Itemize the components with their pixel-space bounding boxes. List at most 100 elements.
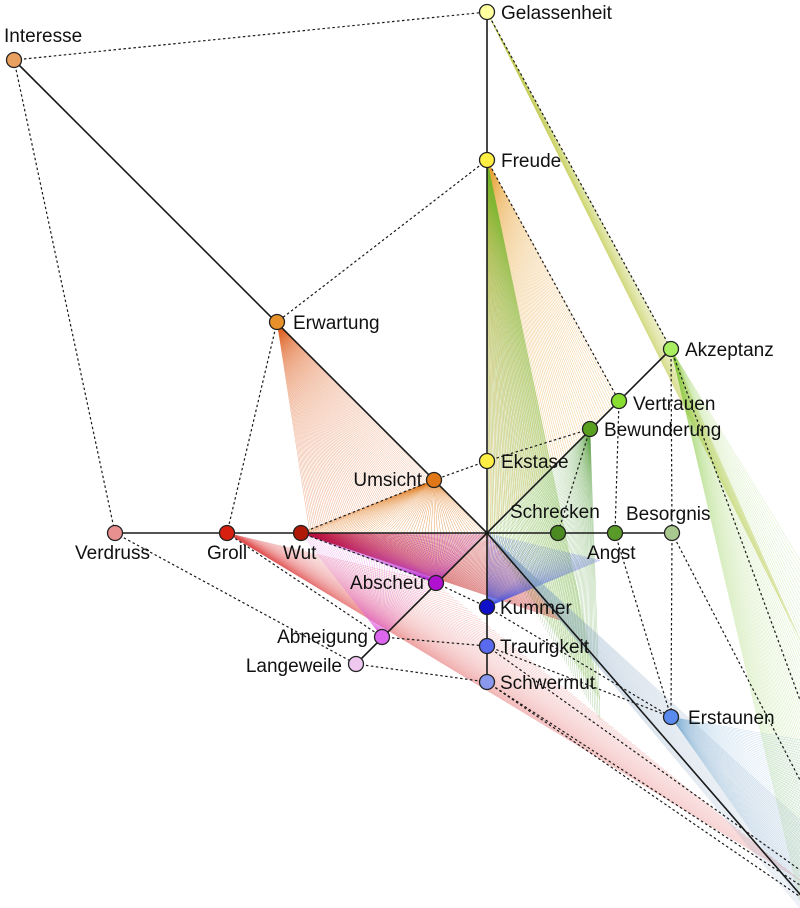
fan-line-freude: [486, 159, 505, 517]
fan-line-freude: [486, 159, 512, 569]
fan-line-freude: [486, 159, 591, 430]
fan-line-erstaunen: [670, 716, 800, 885]
fan-line-abneigung: [376, 560, 383, 638]
fan-line-gelassenheit: [486, 11, 738, 500]
fan-line-center: [486, 532, 800, 822]
fan-line-gelassenheit: [486, 11, 715, 447]
fan-line-erwartung: [276, 321, 323, 528]
fan-line-erstaunen: [670, 716, 800, 887]
fan-line-freude: [486, 159, 537, 485]
fan-line-gelassenheit: [486, 11, 717, 451]
fan-line-erwartung: [276, 321, 341, 521]
fan-line-umsicht: [396, 479, 435, 534]
fan-line-akzeptanz: [670, 348, 800, 770]
fan-line-bewunderung: [589, 428, 591, 705]
fan-line-kummer: [486, 541, 525, 608]
fan-line-gelassenheit: [486, 11, 777, 587]
fan-line-abneigung: [300, 532, 383, 638]
fan-line-freude: [486, 159, 575, 662]
fan-line-akzeptanz: [670, 348, 800, 623]
fan-line-umsicht: [433, 479, 475, 534]
fan-line-bewunderung: [537, 428, 591, 618]
fan-line-abneigung: [352, 551, 383, 638]
dotted-edge-angst-erstaunen: [614, 532, 672, 718]
fan-line-gelassenheit: [486, 11, 760, 548]
fan-line-erstaunen: [670, 716, 800, 781]
fan-line-freude: [486, 159, 516, 505]
dotted-edge-runoff: [671, 532, 800, 781]
fan-line-kummer: [486, 545, 542, 608]
fan-line-freude: [486, 159, 544, 477]
fan-line-kummer: [486, 540, 522, 608]
fan-line-groll: [226, 532, 628, 740]
fan-line-erstaunen: [670, 716, 800, 863]
node-umsicht: [425, 471, 443, 489]
fan-line-freude: [486, 159, 497, 548]
fan-line-umsicht: [412, 479, 435, 534]
fan-line-umsicht: [341, 479, 435, 534]
fan-line-akzeptanz: [670, 348, 800, 731]
fan-line-bewunderung: [582, 428, 591, 692]
fan-line-center: [486, 532, 800, 821]
fan-line-erwartung: [276, 321, 328, 526]
fan-line-umsicht: [406, 479, 435, 534]
node-abscheu: [427, 574, 445, 592]
fan-line-erstaunen: [670, 716, 800, 741]
fan-line-kummer: [486, 541, 524, 608]
fan-line-erwartung: [276, 321, 325, 527]
fan-line-erstaunen: [670, 716, 800, 791]
fan-line-center: [486, 532, 800, 849]
node-freude: [478, 151, 496, 169]
fan-line-abneigung: [357, 553, 383, 638]
fan-line-center: [486, 532, 800, 887]
node-layer: [5, 3, 681, 726]
fan-line-bewunderung: [499, 428, 591, 555]
fan-line-erwartung: [276, 321, 413, 490]
fan-line-abneigung: [381, 578, 426, 638]
fan-line-center: [486, 532, 800, 824]
fan-line-umsicht: [433, 479, 447, 534]
fan-line-bewunderung: [552, 428, 591, 643]
fan-line-erstaunen: [670, 716, 800, 815]
fan-line-gelassenheit: [486, 11, 706, 427]
fan-line-freude: [486, 159, 525, 588]
fan-line-groll: [226, 532, 582, 703]
fan-line-akzeptanz: [670, 348, 800, 872]
fan-line-freude: [486, 159, 525, 496]
fan-line-abneigung: [381, 572, 410, 638]
fan-line-abneigung: [341, 547, 383, 638]
fan-line-groll: [226, 532, 446, 591]
fan-line-kummer: [486, 549, 559, 608]
fan-line-akzeptanz: [670, 348, 800, 685]
fan-line-bewunderung: [526, 428, 591, 599]
node-verdruss: [106, 524, 124, 542]
fan-line-abscheu: [435, 532, 472, 584]
fan-line-gelassenheit: [486, 11, 788, 612]
fan-line-freude: [486, 159, 518, 503]
fan-line-freude: [486, 159, 536, 605]
fan-line-bewunderung: [498, 428, 591, 552]
label-umsicht: Umsicht: [353, 470, 422, 491]
fan-line-groll: [226, 532, 514, 647]
fan-line-bewunderung: [509, 428, 591, 571]
fan-line-akzeptanz: [670, 348, 800, 680]
fan-line-freude: [486, 159, 585, 677]
fan-line-akzeptanz: [670, 348, 800, 742]
fan-line-erwartung: [276, 321, 424, 485]
fan-line-bewunderung: [560, 428, 591, 655]
fan-line-bewunderung: [528, 428, 591, 602]
fan-line-erwartung: [276, 321, 339, 521]
fan-line-groll: [226, 532, 778, 862]
fan-line-groll: [226, 532, 664, 769]
fan-line-groll: [226, 532, 632, 743]
fan-line-erstaunen: [670, 716, 800, 855]
fan-line-abscheu: [396, 532, 437, 584]
fan-line-kummer: [486, 538, 512, 608]
fan-line-erstaunen: [670, 716, 800, 831]
fan-line-erstaunen: [670, 716, 800, 853]
fan-line-bewunderung: [494, 428, 591, 546]
fan-line-kummer: [486, 546, 546, 608]
fan-line-groll: [226, 532, 773, 858]
fan-line-umsicht: [362, 479, 435, 534]
